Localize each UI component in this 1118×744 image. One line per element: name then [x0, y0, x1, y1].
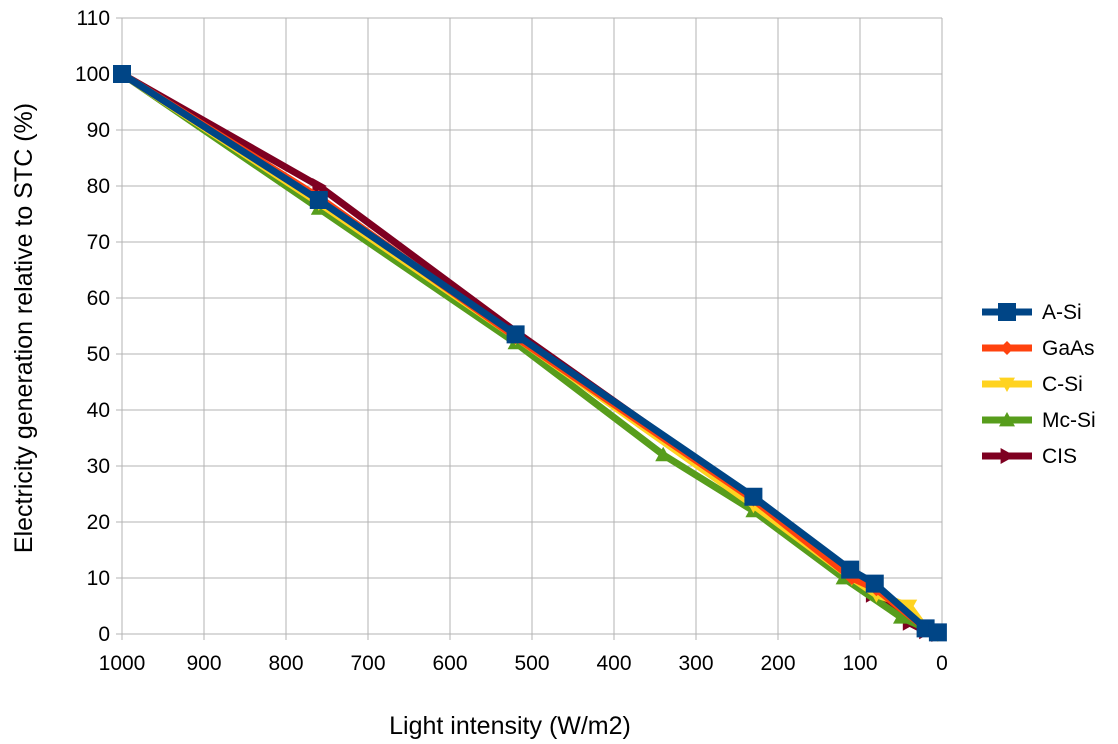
x-tick-label: 100: [842, 652, 877, 675]
y-tick-label: 70: [87, 231, 110, 254]
data-point-mc-si: [655, 446, 672, 462]
axis-titles: Light intensity (W/m2) Electricity gener…: [10, 103, 631, 740]
y-tick-label: 60: [87, 287, 110, 310]
y-tick-label: 0: [98, 623, 110, 646]
legend-marker-c-si: [999, 377, 1015, 392]
data-point-a-si: [865, 574, 884, 593]
y-tick-label: 30: [87, 455, 110, 478]
data-point-a-si: [309, 191, 328, 209]
data-point-c-si: [901, 599, 918, 614]
x-tick-label: 0: [936, 652, 948, 675]
x-tick-label: 500: [514, 652, 549, 675]
y-tick-label: 50: [87, 343, 110, 366]
y-tick-label: 80: [87, 175, 110, 198]
tick-labels: 1000 900 800 700 600 500 400 300 200 100 001020304…: [75, 7, 948, 675]
x-tick-label: 300: [678, 652, 713, 675]
y-tick-label: 110: [77, 7, 110, 30]
legend-item-a-si: A-Si: [982, 301, 1082, 324]
legend-item-gaas: GaAs: [982, 337, 1095, 360]
legend-label-cis: CIS: [1042, 445, 1077, 468]
data-point-a-si: [744, 487, 763, 506]
grid: [116, 17, 943, 640]
x-tick-label: 800: [268, 652, 303, 675]
data-point-a-si: [841, 560, 860, 579]
data-point-cis: [312, 178, 327, 194]
x-axis-title: Light intensity (W/m2): [389, 712, 631, 740]
legend-label-c-si: C-Si: [1042, 373, 1083, 396]
y-axis-title: Electricity generation relative to STC (…: [10, 103, 38, 553]
data-point-mc-si: [893, 609, 909, 624]
legend-item-mc-si: Mc-Si: [982, 409, 1096, 432]
x-tick-label: 1000: [99, 652, 146, 675]
y-tick-label: 10: [87, 567, 110, 590]
legend-label-a-si: A-Si: [1042, 301, 1082, 324]
y-tick-label: 40: [87, 399, 110, 422]
legend-label-mc-si: Mc-Si: [1042, 409, 1096, 432]
legend-marker-gaas: [1000, 341, 1014, 355]
data-point-a-si: [506, 325, 525, 344]
data-point-a-si: [928, 623, 947, 642]
x-tick-label: 400: [596, 652, 631, 675]
x-tick-label: 900: [186, 652, 221, 675]
series: [113, 65, 947, 642]
legend-marker-mc-si: [999, 412, 1015, 427]
legend-marker-a-si: [998, 303, 1016, 321]
y-tick-label: 90: [87, 119, 110, 142]
legend: A-Si GaAs C-Si Mc-Si CIS: [982, 301, 1096, 468]
y-tick-label: 20: [87, 511, 110, 534]
legend-label-gaas: GaAs: [1042, 337, 1095, 360]
series-a-si: [113, 65, 947, 642]
y-tick-label: 100: [75, 63, 110, 86]
x-tick-label: 700: [350, 652, 385, 675]
x-tick-label: 200: [760, 652, 795, 675]
legend-item-c-si: C-Si: [982, 373, 1083, 396]
legend-marker-cis: [1000, 448, 1015, 464]
legend-item-cis: CIS: [982, 445, 1077, 468]
data-point-a-si: [113, 65, 131, 83]
x-tick-label: 600: [432, 652, 467, 675]
